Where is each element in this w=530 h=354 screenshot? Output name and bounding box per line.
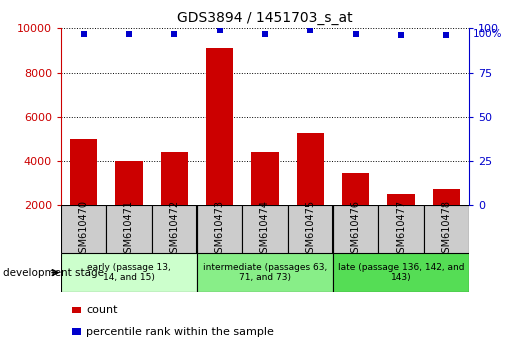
- Text: development stage: development stage: [3, 268, 104, 278]
- Bar: [197, 253, 333, 292]
- Text: GSM610471: GSM610471: [124, 200, 134, 259]
- Point: [397, 33, 405, 38]
- Bar: [333, 253, 469, 292]
- Point: [261, 31, 269, 36]
- Text: late (passage 136, 142, and
143): late (passage 136, 142, and 143): [338, 263, 464, 282]
- Bar: [251, 152, 279, 250]
- Bar: [433, 189, 460, 250]
- Bar: [288, 205, 333, 253]
- Bar: [423, 205, 469, 253]
- Bar: [387, 194, 414, 250]
- Point: [442, 33, 450, 38]
- Text: GSM610475: GSM610475: [305, 200, 315, 259]
- Bar: [197, 205, 242, 253]
- Point: [351, 31, 360, 36]
- Bar: [61, 253, 197, 292]
- Bar: [161, 152, 188, 250]
- Point: [306, 27, 315, 33]
- Text: early (passage 13,
14, and 15): early (passage 13, 14, and 15): [87, 263, 171, 282]
- Text: 100%: 100%: [473, 29, 502, 39]
- Bar: [70, 139, 97, 250]
- Text: GSM610470: GSM610470: [78, 200, 89, 259]
- Bar: [333, 205, 378, 253]
- Text: GSM610472: GSM610472: [169, 200, 179, 259]
- Bar: [107, 205, 152, 253]
- Text: intermediate (passages 63,
71, and 73): intermediate (passages 63, 71, and 73): [203, 263, 327, 282]
- Text: GSM610476: GSM610476: [351, 200, 361, 259]
- Bar: [342, 173, 369, 250]
- Bar: [61, 205, 107, 253]
- Bar: [116, 161, 143, 250]
- Point: [215, 27, 224, 33]
- Title: GDS3894 / 1451703_s_at: GDS3894 / 1451703_s_at: [177, 11, 353, 24]
- Text: GSM610477: GSM610477: [396, 200, 406, 259]
- Bar: [206, 48, 233, 250]
- Text: percentile rank within the sample: percentile rank within the sample: [86, 327, 274, 337]
- Point: [80, 31, 88, 36]
- Bar: [152, 205, 197, 253]
- Text: GSM610473: GSM610473: [215, 200, 225, 259]
- Bar: [378, 205, 423, 253]
- Text: count: count: [86, 306, 118, 315]
- Bar: [297, 133, 324, 250]
- Point: [170, 31, 179, 36]
- Text: GSM610478: GSM610478: [441, 200, 452, 259]
- Text: GSM610474: GSM610474: [260, 200, 270, 259]
- Point: [125, 31, 133, 36]
- Bar: [242, 205, 288, 253]
